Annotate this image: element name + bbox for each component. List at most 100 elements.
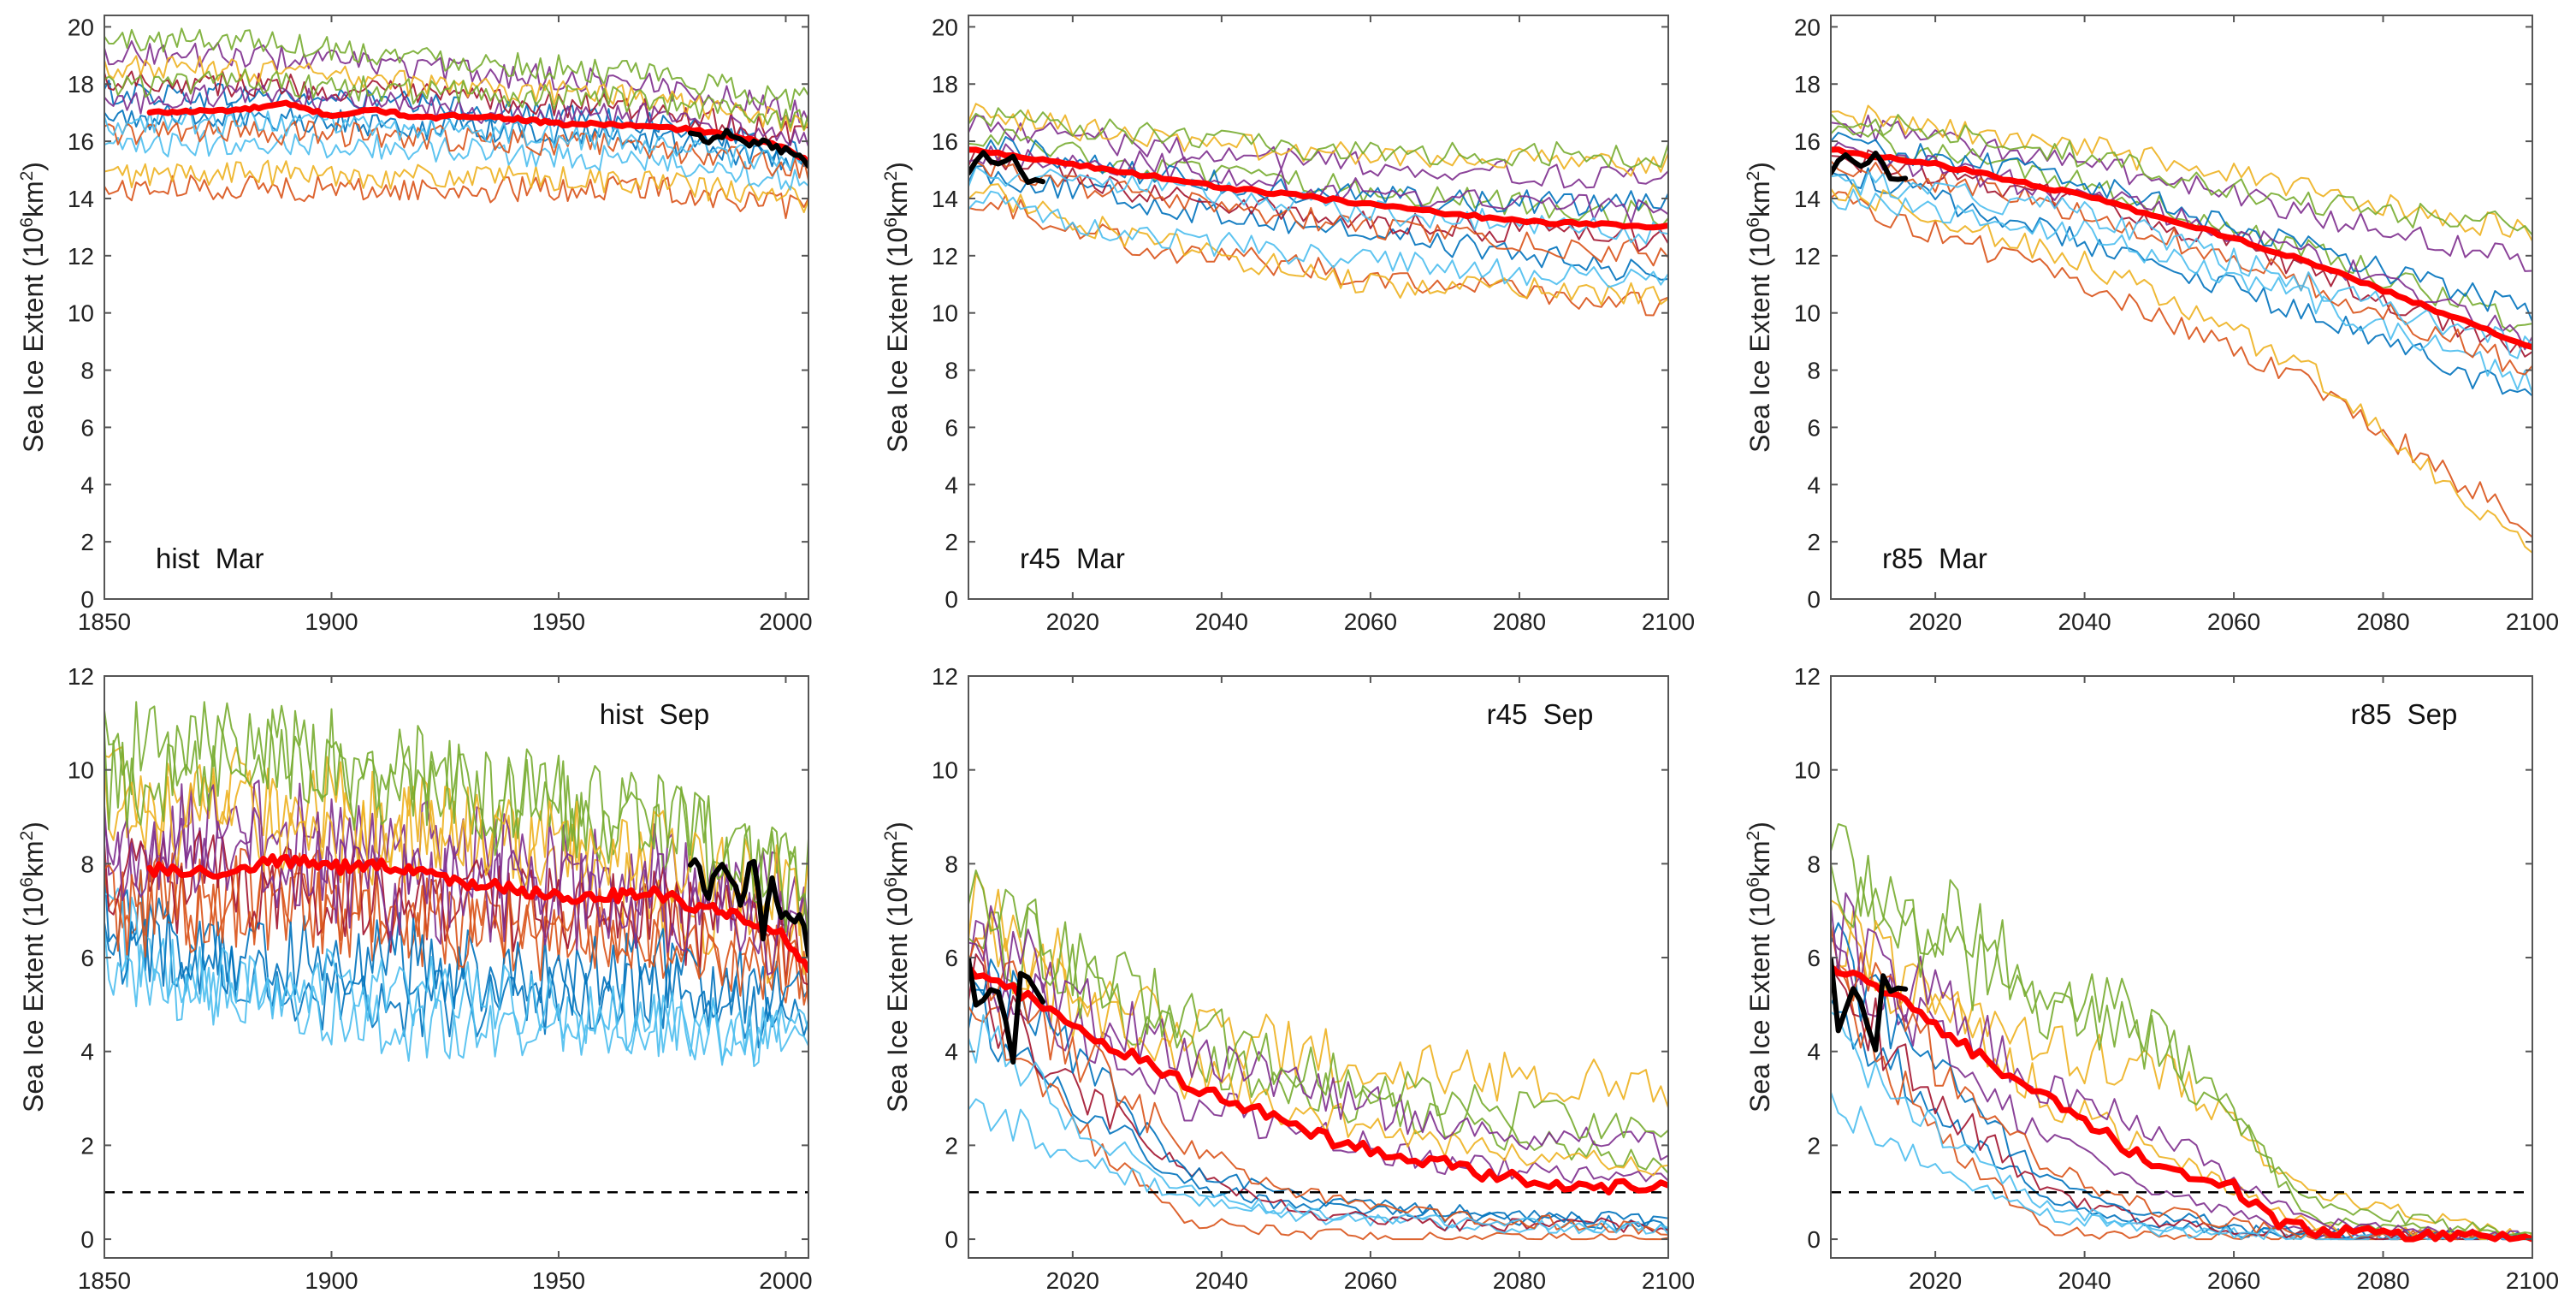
member-series-2	[104, 745, 808, 984]
panel-label: hist Sep	[600, 698, 709, 730]
x-tick-label: 2040	[2058, 1267, 2111, 1294]
member-series-4	[104, 27, 808, 111]
y-axis-title-part: 2	[17, 171, 37, 181]
axes-frame	[104, 15, 809, 600]
member-series-11	[1831, 863, 2532, 1238]
y-tick-label: 6	[1807, 945, 1821, 971]
member-series-8	[104, 849, 808, 1006]
axes-frame	[1830, 675, 2533, 1259]
x-tick-label: 1900	[305, 1267, 358, 1294]
y-tick-label: 8	[1807, 358, 1821, 384]
member-series-2	[1831, 910, 2532, 1241]
member-series-6	[968, 953, 1668, 1233]
axes-frame	[1830, 15, 2533, 600]
y-tick-label: 8	[945, 358, 958, 384]
y-tick-label: 10	[68, 300, 94, 327]
y-tick-label: 2	[80, 1132, 94, 1159]
member-series-6	[104, 830, 808, 986]
x-tick-label: 2060	[1344, 608, 1397, 635]
observations-line	[1831, 151, 1909, 182]
y-tick-label: 4	[80, 472, 94, 498]
y-axis-title: Sea Ice Extent (106km2)	[1744, 162, 1775, 453]
y-tick-label: 0	[945, 586, 958, 613]
plot-area	[104, 27, 808, 220]
y-tick-label: 12	[68, 663, 94, 690]
panel-label: r45 Sep	[1487, 698, 1594, 730]
member-series-9	[1831, 104, 2532, 242]
member-series-2	[968, 911, 1668, 1108]
x-tick-label: 2100	[1642, 1267, 1695, 1294]
y-tick-label: 16	[68, 128, 94, 155]
y-axis-title-part: 6	[1744, 217, 1763, 228]
x-tick-label: 2060	[2207, 1267, 2260, 1294]
member-series-3	[1831, 937, 2532, 1241]
y-axis-title-part: Sea Ice Extent (10	[1744, 887, 1775, 1112]
y-tick-label: 6	[1807, 414, 1821, 441]
x-tick-label: 2100	[1642, 608, 1695, 635]
member-series-5	[968, 190, 1668, 288]
member-series-6	[1831, 968, 2532, 1241]
axes-frame	[968, 15, 1669, 600]
panel-label: r45 Mar	[1020, 543, 1125, 574]
x-tick-label: 2020	[1046, 608, 1099, 635]
y-axis-title: Sea Ice Extent (106km2)	[881, 822, 913, 1112]
x-tick-label: 2080	[2356, 608, 2409, 635]
panel-0: 1850 1900 1950 2000 0 2 4 6 8 10 12 14 16 18 20 Sea Ice…	[17, 14, 813, 635]
y-tick-label: 12	[1794, 243, 1821, 270]
panel-label: hist Mar	[156, 543, 264, 574]
y-tick-label: 14	[68, 186, 94, 212]
y-tick-label: 6	[80, 945, 94, 971]
y-axis-title-part: )	[882, 162, 913, 171]
member-series-5	[1831, 1091, 2532, 1241]
member-series-5	[968, 1098, 1668, 1235]
member-series-1	[968, 1005, 1668, 1241]
x-tick-label: 1900	[305, 608, 358, 635]
ensemble-mean-line	[146, 99, 808, 166]
y-axis-title-part: 2	[1744, 831, 1763, 841]
ensemble-mean-line	[968, 146, 1668, 231]
y-axis-title-part: Sea Ice Extent (10	[18, 887, 49, 1112]
observations-line	[968, 150, 1045, 186]
x-tick-label: 2100	[2506, 608, 2559, 635]
y-tick-label: 4	[1807, 472, 1821, 498]
y-axis-title-part: Sea Ice Extent (10	[1744, 228, 1775, 453]
member-series-10	[1831, 141, 2532, 351]
y-axis-title: Sea Ice Extent (106km2)	[17, 162, 49, 453]
member-series-7	[104, 910, 808, 1024]
y-tick-label: 2	[945, 529, 958, 555]
y-axis-title-part: 6	[1744, 877, 1763, 887]
member-series-7	[1831, 132, 2532, 323]
y-tick-label: 6	[80, 414, 94, 441]
y-axis-title: Sea Ice Extent (106km2)	[881, 162, 913, 453]
x-tick-label: 2080	[1493, 608, 1546, 635]
y-tick-label: 8	[80, 851, 94, 877]
y-axis-title-part: )	[1744, 162, 1775, 171]
y-axis-title-part: Sea Ice Extent (10	[18, 228, 49, 453]
panel-4: 2020 2040 2060 2080 2100 0 2 4 6 8 10 12 Sea Ice Ext…	[881, 663, 1695, 1294]
member-series-10	[104, 807, 808, 976]
member-series-9	[104, 55, 808, 133]
ensemble-mean-line	[1831, 963, 2532, 1243]
member-series-4	[1831, 823, 2532, 1241]
y-tick-label: 10	[1794, 757, 1821, 784]
y-axis-title-part: 2	[1744, 171, 1763, 181]
y-tick-label: 20	[1794, 14, 1821, 40]
observations-line	[1831, 956, 1909, 1053]
y-axis-title-part: 2	[17, 831, 37, 841]
y-tick-label: 20	[932, 14, 958, 40]
observations-line	[968, 956, 1045, 1065]
y-tick-label: 2	[1807, 1132, 1821, 1159]
y-tick-label: 12	[932, 243, 958, 270]
member-series-10	[104, 84, 808, 147]
x-tick-label: 2040	[2058, 608, 2111, 635]
member-series-12	[104, 926, 808, 1068]
y-tick-label: 18	[1794, 71, 1821, 98]
member-series-1	[1831, 963, 2532, 1241]
member-series-7	[968, 958, 1668, 1228]
x-tick-label: 2080	[1493, 1267, 1546, 1294]
x-tick-label: 2000	[759, 608, 812, 635]
member-series-11	[968, 107, 1668, 169]
y-axis-title-part: 6	[17, 217, 37, 228]
x-tick-label: 1850	[78, 1267, 131, 1294]
member-series-1	[1831, 191, 2532, 538]
